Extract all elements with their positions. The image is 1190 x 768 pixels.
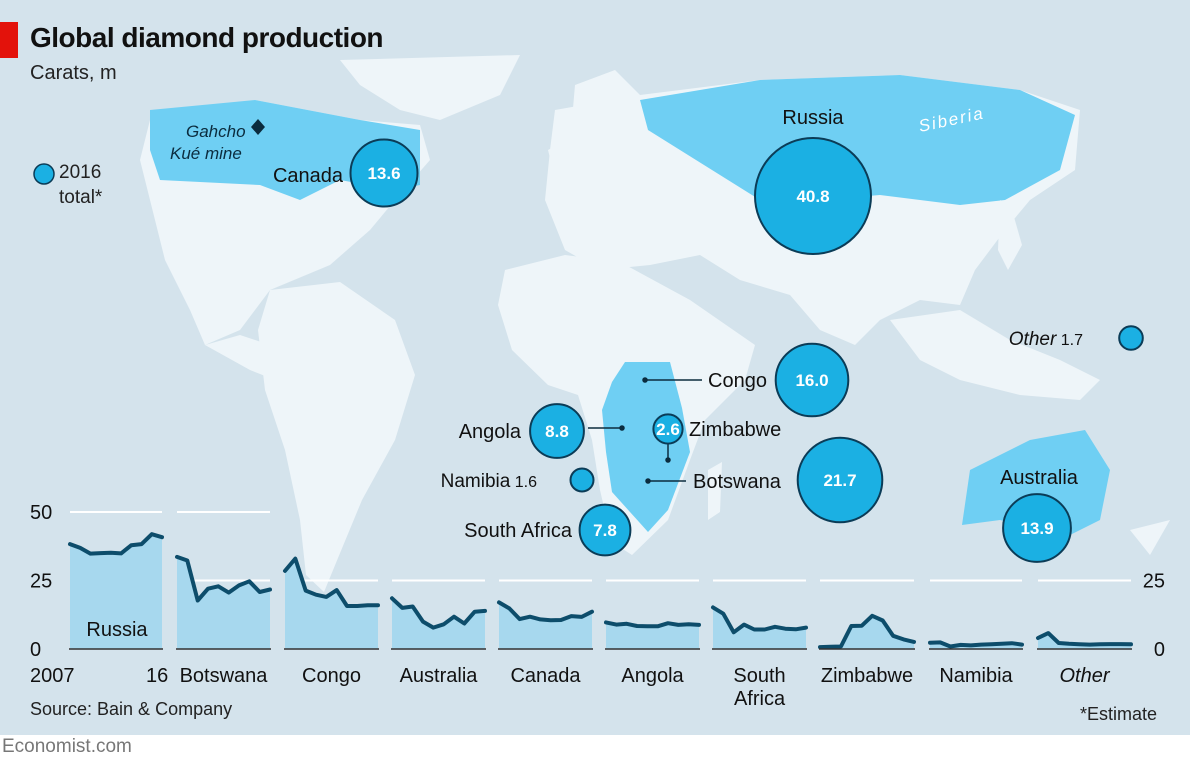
country-label-angola: Angola bbox=[459, 421, 522, 443]
y-tick-left-25: 25 bbox=[30, 571, 52, 593]
country-name-other: Other bbox=[1009, 329, 1057, 350]
country-label-zimbabwe: Zimbabwe bbox=[689, 419, 781, 441]
panel-label-russia: Russia bbox=[86, 619, 148, 641]
bubble-value-australia: 13.9 bbox=[1020, 519, 1053, 538]
x-tick-2007: 2007 bbox=[30, 665, 75, 687]
chart-svg: Siberia Gahcho Kué mine 40.8Russia21.7Bo… bbox=[30, 55, 1170, 710]
bubble-namibia bbox=[569, 467, 595, 493]
value-label-other: 1.7 bbox=[1056, 332, 1083, 349]
bubble-other bbox=[1118, 325, 1144, 351]
bubble-value-angola: 8.8 bbox=[545, 422, 569, 441]
area-canada bbox=[499, 602, 592, 649]
land-scandinavia bbox=[572, 70, 640, 160]
page-subtitle: Carats, m bbox=[30, 62, 117, 84]
bubble-botswana bbox=[796, 436, 884, 524]
country-label-australia: Australia bbox=[1000, 467, 1079, 489]
mine-label-line1: Gahcho bbox=[186, 122, 246, 141]
bubble-russia bbox=[754, 137, 872, 255]
country-label-congo: Congo bbox=[708, 370, 767, 392]
value-label-namibia: 1.6 bbox=[510, 474, 537, 491]
y-tick-left-0: 0 bbox=[30, 639, 41, 661]
line-angola bbox=[604, 620, 701, 629]
bubble-value-congo: 16.0 bbox=[795, 371, 828, 390]
country-label-other: Other 1.7 bbox=[1009, 329, 1083, 350]
bubble-congo bbox=[774, 342, 850, 418]
land-russia-highlight bbox=[640, 75, 1075, 205]
legend-bubble-icon bbox=[33, 163, 55, 185]
bubble-layer: 40.8 Russia 21.7 Botswana 16.0 Congo 13.9 Austr… bbox=[273, 107, 1144, 563]
line-botswana bbox=[175, 554, 272, 603]
line-canada bbox=[497, 600, 594, 623]
country-label-canada: Canada bbox=[273, 165, 344, 187]
leader-dot-congo bbox=[642, 377, 648, 383]
bubble-value-canada: 13.6 bbox=[367, 164, 400, 183]
bubble-australia bbox=[1002, 493, 1072, 563]
land-africa-highlight bbox=[602, 362, 690, 532]
panel-label-south-africa-line1: South bbox=[733, 665, 785, 687]
estimate-note: *Estimate bbox=[1080, 704, 1158, 724]
leader-dot-zimbabwe bbox=[665, 457, 671, 463]
land-southeast-asia bbox=[890, 310, 1100, 400]
line-namibia bbox=[928, 640, 1024, 649]
panel-label-angola: Angola bbox=[621, 665, 684, 687]
line-australia bbox=[390, 596, 487, 630]
x-tick-16: 16 bbox=[146, 665, 168, 687]
panel-label-congo: Congo bbox=[302, 665, 361, 687]
bubble-south-africa bbox=[578, 503, 632, 557]
small-multiples: Russia Botswana Congo Australia Canada Angola… bbox=[30, 502, 1165, 710]
bubble-canada bbox=[349, 138, 419, 208]
leader-lines bbox=[588, 377, 702, 484]
line-other bbox=[1036, 631, 1133, 647]
country-label-namibia: Namibia 1.6 bbox=[441, 471, 537, 492]
panel-label-australia: Australia bbox=[400, 665, 479, 687]
line-russia bbox=[68, 532, 164, 556]
country-name-namibia: Namibia bbox=[441, 471, 511, 492]
area-congo bbox=[285, 558, 378, 649]
page-title: Global diamond production bbox=[30, 22, 384, 53]
legend-label-1: 2016 bbox=[59, 162, 102, 183]
panel-label-botswana: Botswana bbox=[180, 665, 269, 687]
panel-label-other: Other bbox=[1059, 665, 1110, 687]
land-japan bbox=[998, 200, 1022, 270]
land-australia-highlight bbox=[962, 430, 1110, 540]
bubble-value-russia: 40.8 bbox=[796, 187, 829, 206]
leader-dot-angola bbox=[619, 425, 625, 431]
credit-label: Economist.com bbox=[2, 736, 132, 757]
y-tick-right-0: 0 bbox=[1154, 639, 1165, 661]
country-label-south-africa: South Africa bbox=[464, 520, 573, 542]
line-congo bbox=[283, 556, 380, 608]
y-tick-right-25: 25 bbox=[1143, 571, 1165, 593]
brand-tab bbox=[0, 22, 18, 58]
line-zimbabwe bbox=[818, 613, 916, 650]
line-south-africa bbox=[711, 605, 808, 635]
bubble-value-zimbabwe: 2.6 bbox=[656, 420, 680, 439]
area-angola bbox=[606, 622, 699, 649]
panel-label-namibia: Namibia bbox=[939, 665, 1013, 687]
area-south-africa bbox=[713, 607, 806, 649]
panel-label-zimbabwe: Zimbabwe bbox=[821, 665, 913, 687]
y-tick-left-50: 50 bbox=[30, 502, 52, 524]
land-madagascar bbox=[708, 462, 722, 520]
area-zimbabwe bbox=[820, 615, 914, 649]
bubble-angola bbox=[529, 403, 585, 459]
legend-label-2: total* bbox=[59, 187, 103, 208]
panel-label-canada: Canada bbox=[510, 665, 581, 687]
area-botswana bbox=[177, 556, 270, 649]
land-greenland bbox=[340, 55, 520, 120]
panel-label-south-africa-line2: Africa bbox=[734, 688, 786, 710]
leader-dot-botswana bbox=[645, 478, 651, 484]
bubble-zimbabwe bbox=[652, 413, 684, 445]
country-label-botswana: Botswana bbox=[693, 471, 782, 493]
bubble-value-botswana: 21.7 bbox=[823, 471, 856, 490]
source-note: Source: Bain & Company bbox=[30, 699, 233, 719]
mine-diamond-icon bbox=[251, 119, 265, 135]
area-russia bbox=[70, 534, 162, 649]
land-south-america bbox=[258, 282, 415, 592]
land-new-zealand bbox=[1130, 520, 1170, 555]
land-britain bbox=[548, 140, 572, 182]
country-label-russia: Russia bbox=[782, 107, 844, 129]
bubble-value-south-africa: 7.8 bbox=[593, 521, 617, 540]
mine-label-line2: Kué mine bbox=[170, 144, 242, 163]
